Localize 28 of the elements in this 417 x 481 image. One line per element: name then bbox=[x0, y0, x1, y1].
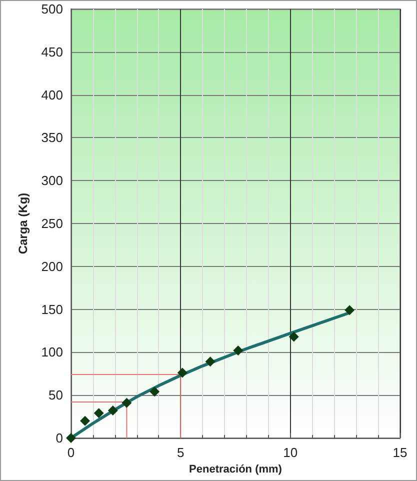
y-tick-label: 150 bbox=[41, 302, 63, 317]
y-tick-label: 300 bbox=[41, 173, 63, 188]
y-tick-label: 200 bbox=[41, 258, 63, 274]
x-tick-label: 0 bbox=[67, 445, 75, 460]
point bbox=[205, 356, 216, 367]
y-tick-label: 100 bbox=[41, 344, 63, 360]
point bbox=[233, 345, 244, 356]
y-tick-label: 50 bbox=[48, 388, 63, 403]
point bbox=[122, 398, 132, 408]
point bbox=[66, 433, 76, 443]
point bbox=[108, 406, 118, 416]
point bbox=[288, 332, 299, 342]
y-axis-title: Carga (Kg) bbox=[16, 192, 30, 254]
y-tick-label: 450 bbox=[41, 44, 63, 60]
point bbox=[177, 368, 188, 378]
y-tick-label: 350 bbox=[41, 130, 63, 146]
x-tick-label: 10 bbox=[283, 445, 298, 460]
point bbox=[150, 386, 160, 397]
point bbox=[344, 305, 355, 316]
y-tick-label: 400 bbox=[41, 87, 63, 102]
x-tick-label: 5 bbox=[177, 445, 184, 460]
y-tick-label: 500 bbox=[41, 2, 63, 16]
point bbox=[94, 408, 104, 418]
point bbox=[80, 416, 90, 426]
y-tick-label: 0 bbox=[56, 430, 63, 446]
x-axis-title: Penetración (mm) bbox=[189, 463, 282, 476]
y-tick-label: 250 bbox=[41, 216, 63, 231]
x-tick-label: 15 bbox=[392, 445, 408, 460]
